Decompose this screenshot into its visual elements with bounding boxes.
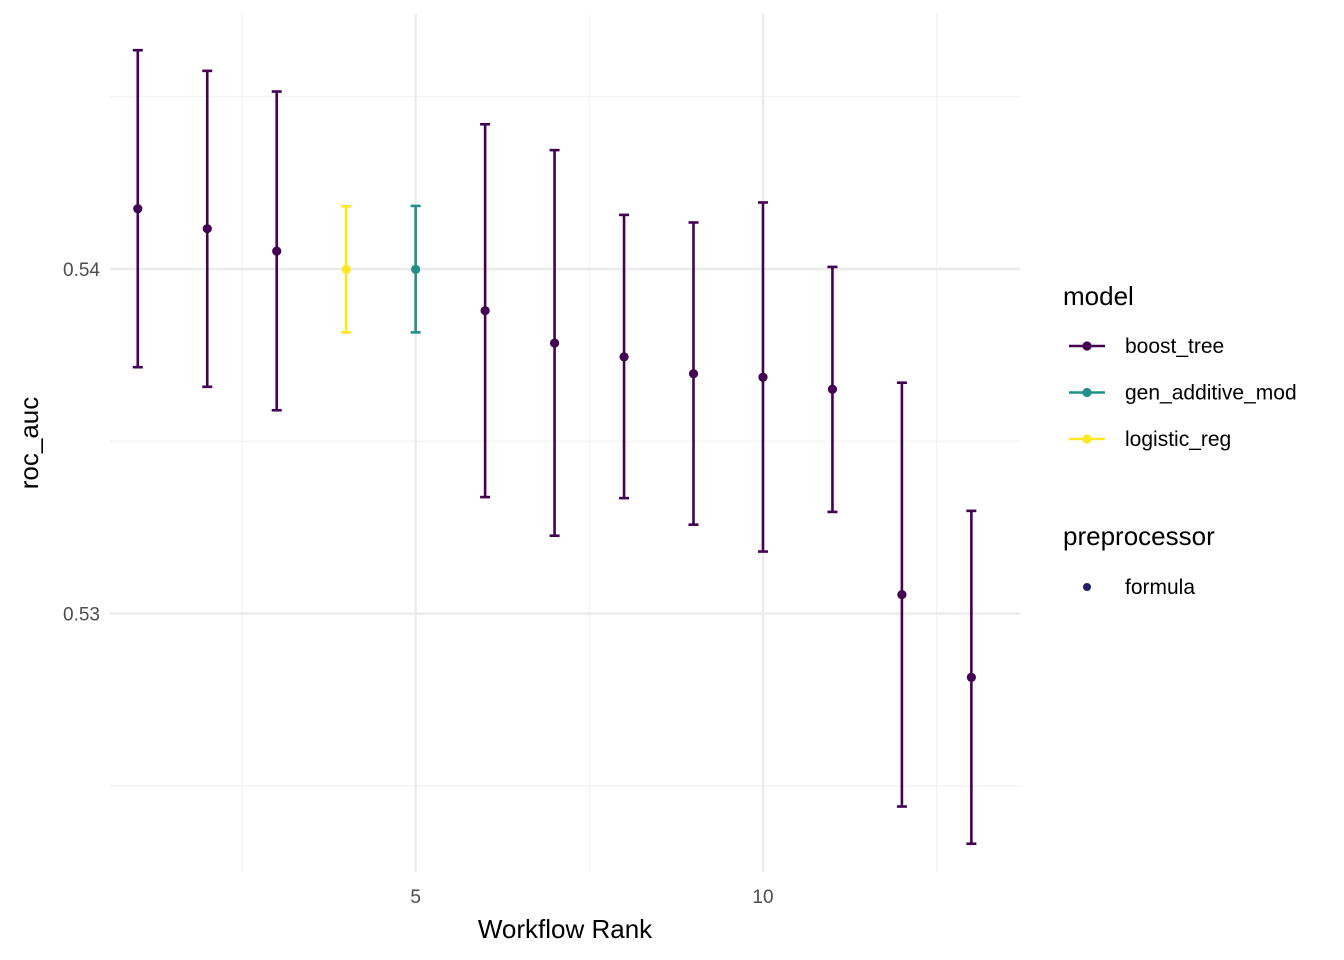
legend-title-model: model [1063, 281, 1134, 311]
data-point [619, 352, 629, 362]
data-point [966, 672, 976, 682]
data-point-group [271, 90, 282, 412]
y-tick-label: 0.53 [63, 605, 100, 626]
data-point-group [757, 201, 768, 553]
data-point [411, 264, 421, 274]
data-marks [132, 48, 977, 846]
data-point-group [896, 381, 907, 808]
y-tick-label: 0.54 [63, 260, 100, 281]
data-point-group [202, 69, 213, 389]
legend-label: formula [1125, 576, 1195, 599]
legend-model-items: boost_tree gen_additive_mod logistic_reg [1069, 335, 1297, 451]
data-point-group [688, 221, 699, 526]
data-point-group [619, 213, 630, 500]
x-tick-label: 10 [752, 887, 773, 908]
legend-item-formula: formula [1083, 576, 1195, 599]
legend-key-point [1083, 583, 1091, 591]
data-point-group [827, 265, 838, 514]
legend-key-point [1082, 387, 1092, 398]
legend-key-point [1082, 434, 1092, 444]
data-point-group [410, 204, 421, 334]
legend-key-point [1082, 341, 1092, 351]
data-point [688, 369, 699, 379]
x-tick-label: 5 [410, 887, 421, 908]
data-point [272, 246, 282, 256]
data-point-group [132, 48, 143, 369]
legend-preprocessor-items: formula [1083, 576, 1195, 599]
data-point [549, 338, 560, 348]
legend: model boost_tree gen_additive_mod logistic… [1063, 281, 1297, 599]
legend-label: logistic_reg [1125, 428, 1231, 451]
data-point-group [966, 509, 977, 846]
data-point [133, 204, 143, 214]
data-point-group [480, 122, 491, 499]
data-point [202, 224, 212, 234]
data-point-group [341, 204, 352, 334]
data-point [897, 590, 907, 600]
legend-label: boost_tree [1125, 335, 1224, 358]
data-point [827, 384, 838, 394]
legend-label: gen_additive_mod [1125, 382, 1297, 405]
x-axis-ticks: 5 10 [410, 887, 773, 908]
data-point [480, 306, 490, 316]
minor-gridlines [110, 14, 1020, 872]
data-point [341, 264, 351, 274]
legend-item-gen-additive-mod: gen_additive_mod [1069, 382, 1297, 405]
major-gridlines [110, 14, 1020, 872]
y-axis-ticks: 0.53 0.54 [63, 260, 100, 626]
y-axis-title: roc_auc [14, 397, 44, 490]
legend-title-preprocessor: preprocessor [1063, 521, 1215, 551]
x-axis-title: Workflow Rank [478, 914, 653, 944]
legend-item-boost-tree: boost_tree [1069, 335, 1224, 358]
legend-item-logistic-reg: logistic_reg [1069, 428, 1231, 451]
data-point-group [549, 148, 560, 537]
data-point [758, 372, 768, 382]
